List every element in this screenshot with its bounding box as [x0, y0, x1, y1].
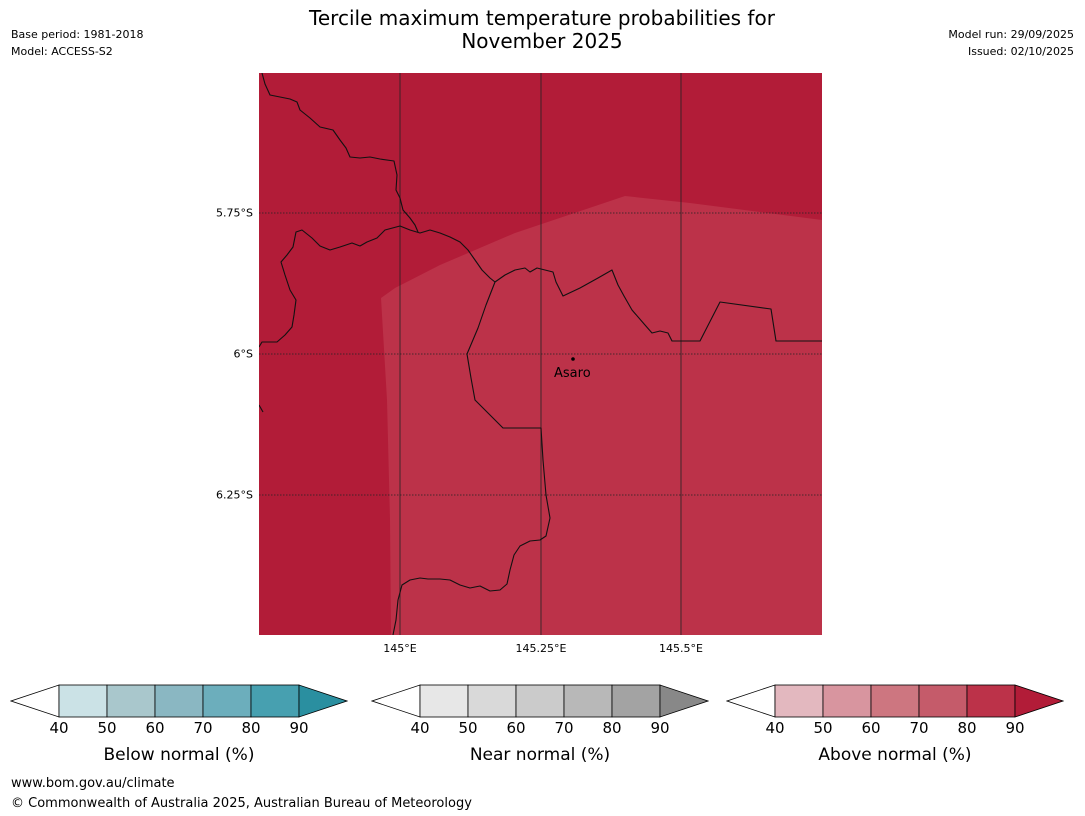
colorbar-near-tick: 60 [506, 719, 526, 737]
near-segment [467, 684, 517, 718]
colorbar-below-tick: 50 [97, 719, 117, 737]
colorbar-above-tick: 80 [957, 719, 977, 737]
asaro-label: Asaro [554, 366, 591, 381]
issued-text: Issued: 02/10/2025 [967, 45, 1074, 58]
colorbar-near-tick: 40 [410, 719, 430, 737]
colorbar-above-tick: 70 [909, 719, 929, 737]
map-area: Asaro [259, 73, 822, 635]
colorbar-above-normal-bar [725, 684, 1065, 718]
footer: www.bom.gov.au/climate © Commonwealth of… [11, 774, 472, 814]
colorbar-below-normal-bar [9, 684, 349, 718]
asaro-marker [571, 357, 575, 361]
above-extend-low [725, 684, 776, 718]
above-segment [774, 684, 824, 718]
colorbar-near-tick: 90 [650, 719, 670, 737]
above-normal-region-mid [381, 196, 822, 635]
footer-website: www.bom.gov.au/climate [11, 776, 175, 791]
below-segment [154, 684, 204, 718]
colorbar-near-tick: 70 [554, 719, 574, 737]
graticule [259, 73, 822, 635]
near-segment [419, 684, 469, 718]
lon-label-145-25: 145.25°E [515, 642, 567, 655]
colorbar-above-tick: 90 [1005, 719, 1025, 737]
colorbar-near-normal: 40 50 60 70 80 90 Near normal (%) [370, 684, 710, 765]
below-extend-low [9, 684, 60, 718]
colorbar-below-normal: 40 50 60 70 80 90 Below normal (%) [9, 684, 349, 765]
title-line-1: Tercile maximum temperature probabilitie… [309, 6, 775, 30]
colorbar-above-normal-ticks: 40 50 60 70 80 90 [726, 719, 1064, 739]
below-segment [106, 684, 156, 718]
colorbar-near-normal-bar [370, 684, 710, 718]
colorbar-below-tick: 70 [193, 719, 213, 737]
above-segment [870, 684, 920, 718]
below-extend-high [298, 684, 349, 718]
colorbar-near-normal-title: Near normal (%) [469, 745, 611, 765]
province-borders [259, 73, 822, 635]
near-extend-low [370, 684, 421, 718]
colorbar-below-tick: 40 [49, 719, 69, 737]
colorbar-near-tick: 80 [602, 719, 622, 737]
lat-label-6: 6°S [233, 347, 253, 361]
colorbar-below-normal-title: Below normal (%) [103, 745, 255, 765]
colorbar-below-tick: 60 [145, 719, 165, 737]
border-central-north [259, 225, 496, 348]
lat-label-6-25: 6.25°S [216, 488, 253, 502]
below-segment [250, 684, 300, 718]
above-extend-high [1014, 684, 1065, 718]
above-segment [822, 684, 872, 718]
below-segment [202, 684, 252, 718]
base-period-text: Base period: 1981-2018 [11, 28, 144, 41]
border-south-central [392, 281, 551, 635]
near-segment [563, 684, 613, 718]
colorbar-near-tick: 50 [458, 719, 478, 737]
model-text: Model: ACCESS-S2 [11, 45, 113, 58]
header-meta-left: Base period: 1981-2018 Model: ACCESS-S2 [11, 26, 143, 60]
colorbar-below-tick: 80 [241, 719, 261, 737]
border-west-edge [259, 404, 264, 413]
lat-label-5-75: 5.75°S [216, 206, 253, 220]
near-extend-high [659, 684, 710, 718]
lon-label-145: 145°E [383, 642, 417, 655]
colorbar-above-tick: 60 [861, 719, 881, 737]
title-line-2: November 2025 [461, 29, 623, 53]
border-northwest [261, 73, 419, 233]
near-segment [611, 684, 661, 718]
footer-copyright: © Commonwealth of Australia 2025, Austra… [11, 796, 472, 811]
lon-label-145-5: 145.5°E [659, 642, 703, 655]
border-north-east [494, 267, 822, 342]
header-meta-right: Model run: 29/09/2025 Issued: 02/10/2025 [948, 26, 1074, 60]
colorbar-below-tick: 90 [289, 719, 309, 737]
model-run-text: Model run: 29/09/2025 [948, 28, 1074, 41]
colorbar-below-normal-ticks: 40 50 60 70 80 90 [10, 719, 348, 739]
above-segment [966, 684, 1016, 718]
near-segment [515, 684, 565, 718]
colorbar-above-tick: 40 [765, 719, 785, 737]
colorbar-near-normal-ticks: 40 50 60 70 80 90 [371, 719, 709, 739]
below-segment [58, 684, 108, 718]
colorbar-above-normal: 40 50 60 70 80 90 Above normal (%) [725, 684, 1065, 765]
colorbar-above-normal-title: Above normal (%) [818, 745, 972, 765]
colorbar-above-tick: 50 [813, 719, 833, 737]
chart-title: Tercile maximum temperature probabilitie… [242, 7, 842, 53]
above-segment [918, 684, 968, 718]
